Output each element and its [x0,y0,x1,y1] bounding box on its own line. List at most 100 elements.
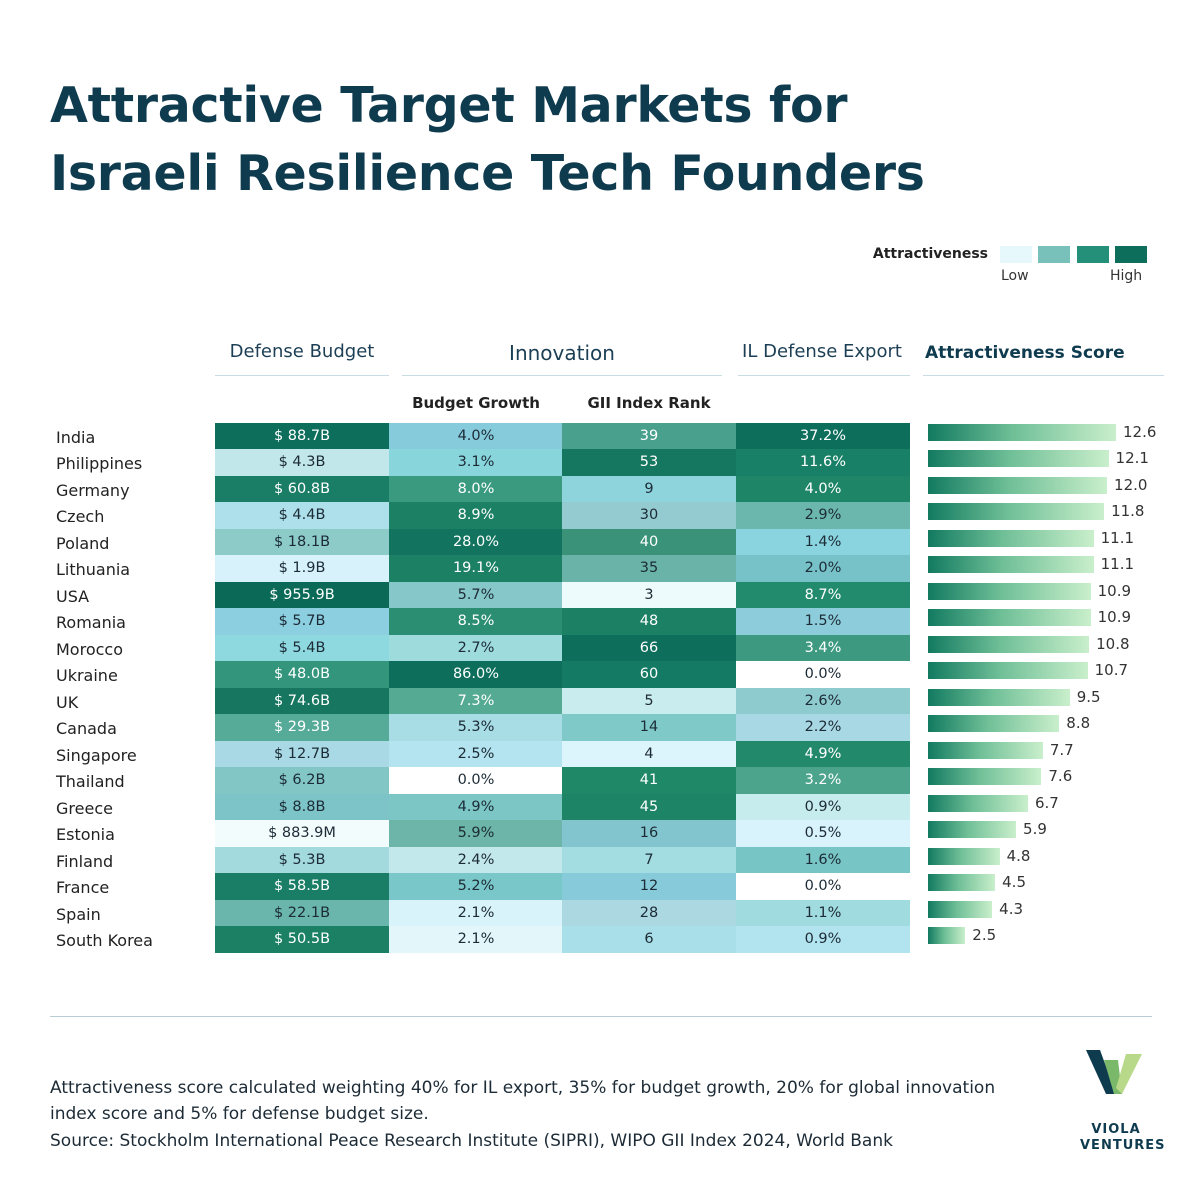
score-label-17: 4.5 [1002,873,1026,891]
cell-il-defense-export-6: 8.7% [736,581,910,608]
cell-budget-growth-13: 0.0% [389,767,563,794]
score-bar-8 [928,635,1090,653]
row-label-czech: Czech [56,507,105,526]
score-label-8: 10.8 [1096,634,1130,653]
footer-note-line-2: index score and 5% for defense budget si… [50,1104,429,1124]
row-label-lithuania: Lithuania [56,560,131,579]
score-label-2: 12.0 [1114,475,1148,494]
footer-source: Source: Stockholm International Peace Re… [50,1131,893,1151]
cell-budget-growth-8: 2.7% [389,634,563,661]
cell-budget-growth-1: 3.1% [389,449,563,476]
cell-defense-budget-10: $ 74.6B [215,687,389,714]
score-label-13: 7.6 [1048,767,1073,785]
cell-defense-budget-3: $ 4.4B [215,502,389,529]
score-bar-18 [928,900,993,918]
header-line-innovation [402,375,722,376]
cell-il-defense-export-18: 1.1% [736,899,910,926]
header-attractiveness-score: Attractiveness Score [925,343,1125,363]
score-label-1: 12.1 [1115,449,1149,467]
score-label-18: 4.3 [999,899,1024,918]
cell-budget-growth-6: 5.7% [389,581,563,608]
cell-il-defense-export-3: 2.9% [736,502,910,529]
cell-il-defense-export-11: 2.2% [736,714,910,741]
row-label-romania: Romania [56,613,126,632]
score-label-9: 10.7 [1094,661,1129,679]
row-label-canada: Canada [56,719,117,738]
row-label-finland: Finland [56,851,114,871]
cell-gii-rank-15: 16 [562,820,736,847]
legend-label: Attractiveness [872,246,988,262]
row-label-morocco: Morocco [56,639,123,659]
subheader-budget-growth: Budget Growth [412,394,540,412]
cell-defense-budget-14: $ 8.8B [215,793,389,820]
cell-il-defense-export-10: 2.6% [736,687,910,714]
title-line-1: Attractive Target Markets for [50,77,848,134]
cell-gii-rank-16: 7 [562,846,736,873]
row-label-poland: Poland [56,533,110,553]
cell-il-defense-export-1: 11.6% [736,449,910,476]
cell-gii-rank-7: 48 [562,608,736,635]
cell-budget-growth-10: 7.3% [389,687,563,714]
legend-swatch-1 [1000,246,1032,263]
cell-gii-rank-18: 28 [562,899,736,926]
score-bar-17 [928,874,996,891]
chart-title: Attractive Target Markets for Israeli Re… [50,72,1050,208]
cell-defense-budget-13: $ 6.2B [215,767,389,794]
cell-defense-budget-7: $ 5.7B [215,608,389,635]
cell-defense-budget-12: $ 12.7B [215,740,389,767]
score-bar-11 [928,715,1060,732]
cell-defense-budget-18: $ 22.1B [215,899,389,926]
header-line-defense-budget [215,375,389,376]
cell-il-defense-export-2: 4.0% [736,475,910,502]
cell-gii-rank-6: 3 [562,581,736,608]
cell-gii-rank-9: 60 [562,661,736,688]
score-bar-0 [928,423,1116,441]
score-bar-1 [928,450,1109,467]
header-il-defense-export: IL Defense Export [742,341,902,362]
cell-il-defense-export-13: 3.2% [736,767,910,794]
cell-defense-budget-4: $ 18.1B [215,528,389,555]
logo-shape-left [1086,1050,1116,1094]
row-label-germany: Germany [56,480,130,500]
score-bar-5 [928,556,1094,573]
score-label-6: 10.9 [1097,581,1132,600]
footer-note-line-1: Attractiveness score calculated weightin… [50,1078,996,1098]
score-label-12: 7.7 [1049,740,1074,759]
row-label-usa: USA [56,586,90,606]
row-label-greece: Greece [56,798,113,818]
legend-swatch-2 [1038,246,1070,263]
cell-budget-growth-3: 8.9% [389,502,563,529]
cell-il-defense-export-4: 1.4% [736,528,910,555]
cell-defense-budget-5: $ 1.9B [215,555,389,582]
cell-gii-rank-17: 12 [562,873,736,900]
row-label-singapore: Singapore [56,745,137,765]
score-bar-4 [928,529,1094,547]
header-line-score [923,375,1164,376]
cell-budget-growth-7: 8.5% [389,608,563,635]
score-label-3: 11.8 [1111,502,1145,520]
header-line-il-defense-export [738,375,910,376]
cell-gii-rank-1: 53 [562,449,736,476]
cell-budget-growth-14: 4.9% [389,793,563,820]
cell-il-defense-export-15: 0.5% [736,820,910,847]
cell-il-defense-export-7: 1.5% [736,608,910,635]
score-bar-14 [928,794,1028,812]
cell-gii-rank-3: 30 [562,502,736,529]
cell-defense-budget-11: $ 29.3B [215,714,389,741]
cell-budget-growth-19: 2.1% [389,926,563,953]
score-label-19: 2.5 [972,926,997,944]
cell-budget-growth-16: 2.4% [389,846,563,873]
row-label-uk: UK [56,692,79,712]
cell-defense-budget-9: $ 48.0B [215,661,389,688]
footer-divider [50,1016,1152,1017]
header-defense-budget: Defense Budget [229,341,375,362]
score-label-4: 11.1 [1100,528,1135,547]
cell-defense-budget-16: $ 5.3B [215,846,389,873]
header-innovation: Innovation [509,341,615,365]
cell-gii-rank-14: 45 [562,793,736,820]
logo-shape-right [1116,1054,1142,1094]
row-label-ukraine: Ukraine [56,666,118,685]
viola-logo-icon [1086,1050,1142,1094]
subheader-gii-rank: GII Index Rank [587,394,711,412]
score-bar-15 [928,821,1017,838]
